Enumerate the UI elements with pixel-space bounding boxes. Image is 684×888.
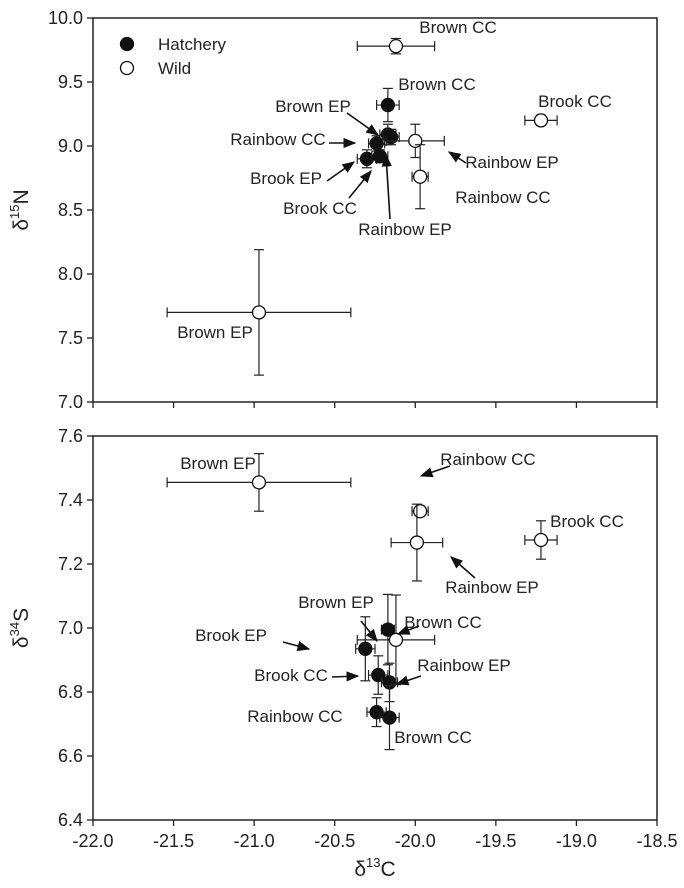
y-tick-label: 7.5 [58,328,83,348]
y-tick-label: 6.4 [58,810,83,830]
annotation-arrow [396,625,420,635]
point-label: Brook CC [283,199,357,218]
y-tick-label: 9.5 [58,72,83,92]
legend-marker [119,60,135,76]
point-label: Brown EP [275,97,351,116]
y-tick-label: 7.6 [58,426,83,446]
data-point-hatchery [369,705,384,720]
plot-frame [92,435,658,821]
annotation-arrow [360,620,378,642]
x-tick-label: -18.5 [636,831,677,851]
point-label: Brown EP [298,593,374,612]
annotation-arrow [381,153,392,220]
x-tick-label: -20.0 [395,831,436,851]
annotation-arrow [331,671,360,682]
point-label: Brown CC [419,18,496,37]
point-label: Rainbow CC [247,707,342,726]
point-label: Brook EP [195,626,267,645]
x-tick-label: -19.5 [475,831,516,851]
point-label: Brook EP [250,169,322,188]
data-point-hatchery [372,149,387,164]
y-tick-label: 7.4 [58,490,83,510]
point-label: Brown CC [404,613,481,632]
point-label: Brook CC [538,92,612,111]
x-tick-label: -20.5 [314,831,355,851]
data-point-hatchery [380,622,396,637]
plot-panel-bottom: -22.0 -21.5 -21.0 -20.5 -20.0 -19.5 -19.0 -18.5… [7,426,678,881]
y-tick-label: 8.5 [58,200,83,220]
y-tick-label: 7.2 [58,554,83,574]
data-point-hatchery [369,136,384,151]
point-label: Rainbow EP [445,578,539,597]
data-point-wild [412,504,428,519]
point-label: Rainbow EP [417,656,511,675]
y-tick-label: 7.0 [58,392,83,412]
data-point-hatchery [380,97,396,113]
point-label: Brown CC [394,728,471,747]
annotation-arrow [326,161,356,182]
point-label: Brown EP [177,323,253,342]
series-hatchery [355,593,400,751]
data-point-wild [412,169,428,184]
annotation-arrow [346,112,380,136]
point-label: Rainbow CC [455,188,550,207]
annotation-arrow [450,556,476,579]
point-label: Rainbow CC [440,450,535,469]
legend-marker [119,36,135,52]
data-point-wild [533,113,549,128]
y-axis-title: δ15N [7,189,33,230]
data-point-wild [388,39,404,54]
y-axis-title: δ34S [7,608,33,648]
annotation-arrow [395,675,422,686]
data-point-wild [388,632,404,647]
y-tick-label: 7.0 [58,618,83,638]
data-point-hatchery [358,641,373,656]
x-tick-label: -21.0 [234,831,275,851]
point-label: Rainbow CC [230,130,325,149]
y-tick-label: 8.0 [58,264,83,284]
point-label: Rainbow EP [465,153,559,172]
y-tick-label: 9.0 [58,136,83,156]
data-point-hatchery [371,667,386,683]
point-label: Brook CC [550,512,624,531]
x-axis-title: δ13C [354,855,395,881]
x-tick-label: -19.0 [556,831,597,851]
data-point-hatchery [382,710,397,725]
series-wild [166,37,558,376]
y-tick-label: 6.6 [58,746,83,766]
data-point-wild [533,532,549,548]
series-hatchery [356,87,400,169]
point-label: Brown CC [398,75,475,94]
annotation-arrow [419,465,451,478]
x-tick-label: -22.0 [72,831,113,851]
point-label: Brook CC [254,666,328,685]
legend-label: Hatchery [158,35,227,54]
point-label: Rainbow EP [358,220,452,239]
y-tick-label: 6.8 [58,682,83,702]
data-point-wild [251,475,267,490]
point-label: Brown EP [180,454,256,473]
annotation-arrow [447,151,467,164]
annotation-arrow [348,170,372,199]
y-tick-label: 10.0 [48,8,83,28]
legend: Hatchery Wild [119,35,227,78]
x-tick-label: -21.5 [153,831,194,851]
data-point-wild [409,535,425,550]
annotation-arrow [282,641,311,651]
legend-label: Wild [158,59,191,78]
data-point-wild [251,305,267,320]
plot-panel-top: 7.0 7.5 8.0 8.5 9.0 9.5 10.0 δ15N Brown CC Brown … [7,8,658,412]
